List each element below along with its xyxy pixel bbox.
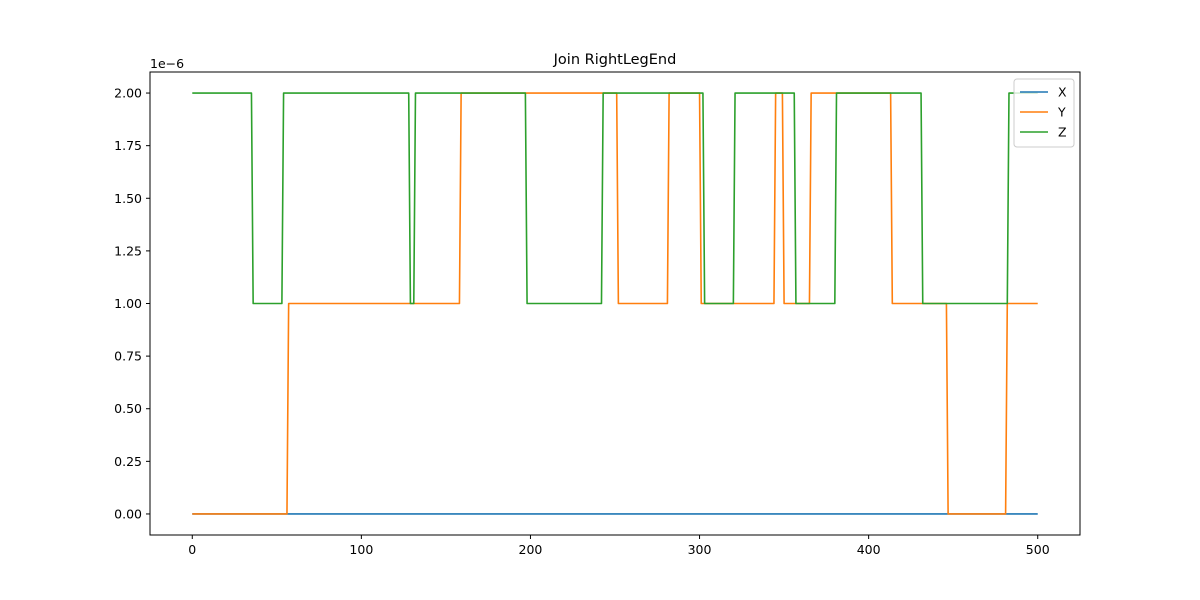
y-axis: 0.00 0.25 0.50 0.75 1.00 1.25 1.50 1.75 2.00 <box>114 86 150 521</box>
y-tick-label: 1.25 <box>114 243 142 258</box>
legend-label-x: X <box>1058 85 1067 100</box>
series-layer <box>192 92 1038 515</box>
legend: XYZ <box>1013 78 1075 148</box>
y-tick-label: 1.50 <box>114 191 142 206</box>
series-line-z <box>192 92 1038 305</box>
x-tick-label: 0 <box>188 542 196 557</box>
y-tick-label: 1.75 <box>114 138 142 153</box>
y-tick-label: 1.00 <box>114 296 142 311</box>
series-line-y <box>192 92 1038 515</box>
x-tick-label: 200 <box>519 542 543 557</box>
x-tick-label: 400 <box>857 542 881 557</box>
y-tick-label: 0.00 <box>114 506 142 521</box>
y-tick-label: 0.50 <box>114 401 142 416</box>
x-tick-label: 300 <box>688 542 712 557</box>
y-offset-label: 1e−6 <box>150 56 184 71</box>
y-tick-label: 0.25 <box>114 454 142 469</box>
legend-box <box>1013 78 1075 148</box>
legend-label-z: Z <box>1058 125 1067 140</box>
axes-frame <box>149 71 1081 536</box>
x-tick-label: 500 <box>1026 542 1050 557</box>
legend-label-y: Y <box>1057 105 1066 120</box>
x-axis: 0 100 200 300 400 500 <box>188 535 1050 557</box>
chart-title: Join RightLegEnd <box>553 52 677 68</box>
y-tick-label: 0.75 <box>114 349 142 364</box>
x-tick-label: 100 <box>349 542 373 557</box>
y-tick-label: 2.00 <box>114 86 142 101</box>
